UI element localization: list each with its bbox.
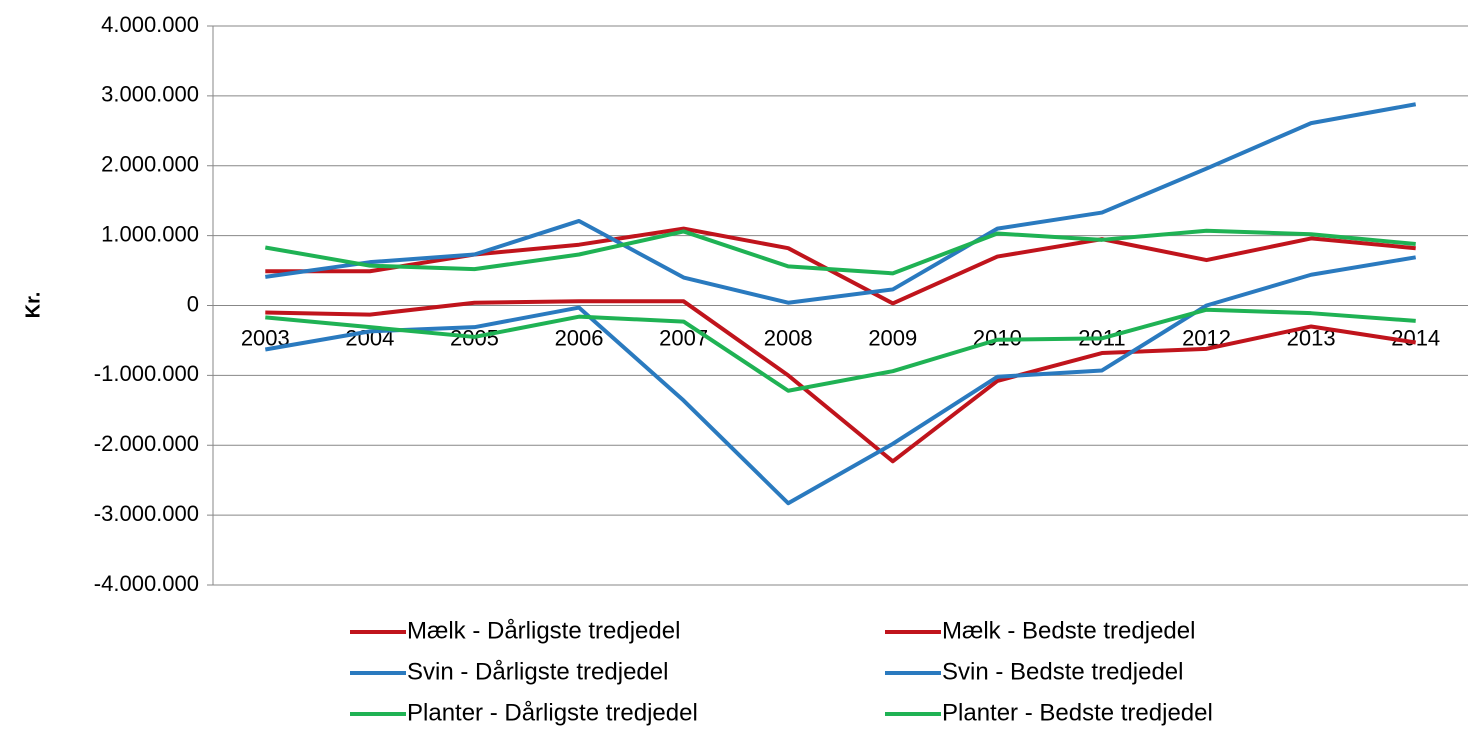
- x-tick-label: 2014: [1391, 325, 1440, 350]
- legend-label: Mælk - Bedste tredjedel: [942, 617, 1195, 644]
- legend-label: Mælk - Dårligste tredjedel: [407, 617, 680, 644]
- legend-label: Planter - Dårligste tredjedel: [407, 699, 698, 726]
- y-axis-title: Kr.: [22, 292, 44, 319]
- x-tick-label: 2006: [555, 325, 604, 350]
- legend-label: Svin - Dårligste tredjedel: [407, 658, 668, 685]
- legend-label: Planter - Bedste tredjedel: [942, 699, 1213, 726]
- y-tick-label: 1.000.000: [101, 221, 199, 246]
- y-tick-label: 4.000.000: [101, 12, 199, 37]
- series-line: [264, 255, 1417, 506]
- y-tick-label: -2.000.000: [94, 431, 199, 456]
- series-line: [264, 228, 1416, 276]
- series-line: [265, 307, 1416, 393]
- x-tick-label: 2009: [868, 325, 917, 350]
- y-tick-label: 0: [187, 291, 199, 316]
- x-tick-label: 2007: [659, 325, 708, 350]
- legend-label: Svin - Bedste tredjedel: [942, 658, 1183, 685]
- x-tick-label: 2008: [764, 325, 813, 350]
- y-tick-label: -1.000.000: [94, 361, 199, 386]
- y-tick-label: -4.000.000: [94, 571, 199, 596]
- series-line: [265, 102, 1417, 305]
- y-tick-label: 3.000.000: [101, 82, 199, 107]
- series-line: [265, 299, 1417, 464]
- y-tick-label: -3.000.000: [94, 501, 199, 526]
- y-tick-label: 2.000.000: [101, 152, 199, 177]
